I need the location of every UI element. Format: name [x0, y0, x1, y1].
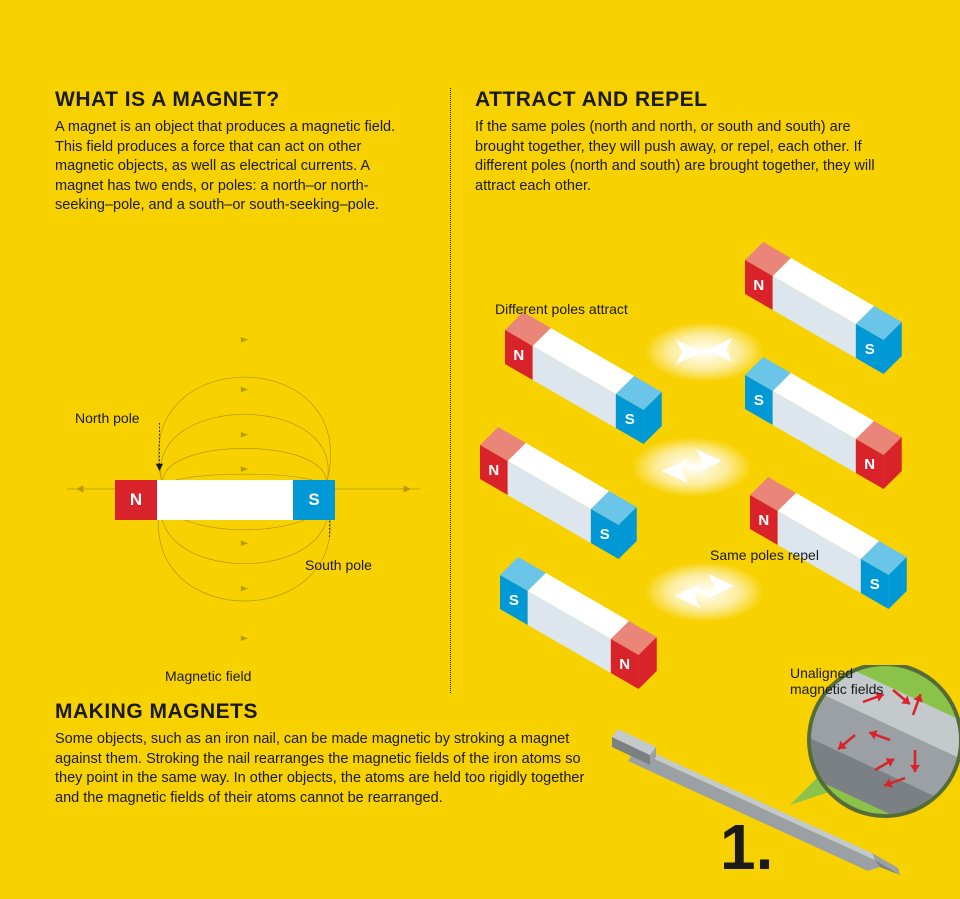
svg-text:S: S — [509, 592, 519, 609]
svg-text:N: N — [513, 347, 524, 364]
body-attract-repel: If the same poles (north and north, or s… — [475, 118, 895, 196]
heading-making-magnets: MAKING MAGNETS — [55, 700, 585, 724]
magnetic-field-label: Magnetic field — [165, 668, 251, 684]
magnet-body — [157, 480, 293, 520]
north-pole-end: N — [115, 480, 157, 520]
svg-text:S: S — [870, 576, 880, 593]
svg-text:S: S — [600, 526, 610, 543]
svg-text:N: N — [758, 512, 769, 529]
section-making-magnets: MAKING MAGNETS Some objects, such as an … — [55, 700, 585, 808]
body-what-is-magnet: A magnet is an object that produces a ma… — [55, 118, 415, 216]
heading-what-is-magnet: WHAT IS A MAGNET? — [55, 88, 415, 112]
attract-repel-diagram: NSNSSNNSNSSN — [450, 200, 960, 690]
svg-text:S: S — [625, 411, 635, 428]
step-number: 1. — [720, 810, 773, 884]
svg-text:N: N — [488, 462, 499, 479]
north-pole-label: North pole — [75, 410, 140, 426]
section-what-is-magnet: WHAT IS A MAGNET? A magnet is an object … — [55, 88, 415, 216]
svg-text:N: N — [864, 456, 875, 473]
svg-text:N: N — [753, 277, 764, 294]
body-making-magnets: Some objects, such as an iron nail, can … — [55, 730, 585, 808]
same-poles-label: Same poles repel — [710, 547, 819, 563]
unaligned-fields-label: Unaligned magnetic fields — [790, 665, 890, 697]
svg-text:S: S — [754, 392, 764, 409]
heading-attract-repel: ATTRACT AND REPEL — [475, 88, 895, 112]
section-attract-repel: ATTRACT AND REPEL If the same poles (nor… — [475, 88, 895, 196]
svg-text:S: S — [865, 341, 875, 358]
south-pole-end: S — [293, 480, 335, 520]
bar-magnet: N S — [115, 480, 335, 520]
different-poles-label: Different poles attract — [495, 301, 628, 317]
south-pole-label: South pole — [305, 557, 372, 573]
nail-diagram — [590, 665, 960, 895]
